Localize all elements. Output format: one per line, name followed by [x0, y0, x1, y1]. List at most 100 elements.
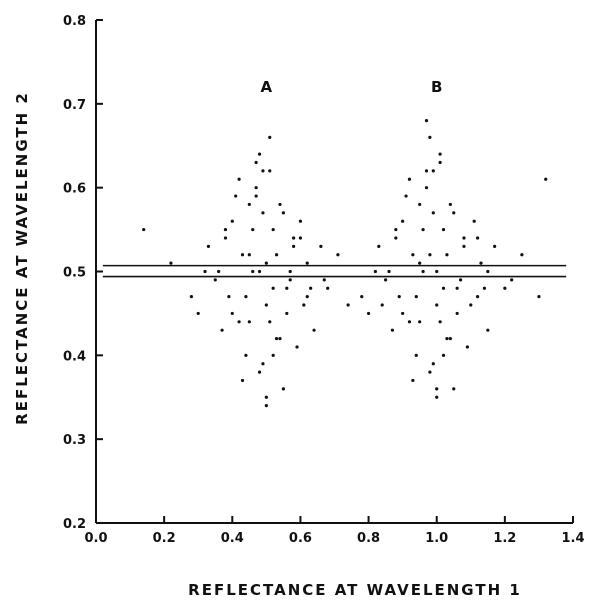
data-point-b [431, 211, 435, 215]
data-point-b [435, 387, 439, 391]
data-point-b [384, 278, 388, 282]
data-point-a [257, 269, 262, 274]
data-point-b [414, 353, 418, 357]
data-point-b [493, 244, 497, 248]
data-point-a [322, 278, 326, 282]
x-tick-label: 0.2 [153, 531, 176, 546]
data-point-a [312, 328, 316, 332]
x-tick-label: 0.8 [357, 531, 380, 546]
data-point-a [240, 253, 245, 257]
data-point-a [234, 194, 238, 198]
data-point-b [424, 186, 429, 190]
data-point-a [285, 311, 289, 316]
axes: 0.0 0.2 0.4 0.6 0.8 1.0 1.2 1.40.20.30.40.50.60… [63, 14, 585, 546]
data-point-a [264, 261, 268, 265]
data-point-b [428, 135, 432, 139]
data-point-b [387, 269, 391, 274]
data-point-a [247, 320, 251, 324]
data-point-b [544, 177, 548, 181]
data-point-b [486, 328, 490, 332]
data-point-b [510, 278, 514, 282]
data-point-a [189, 295, 193, 299]
data-point-b [431, 362, 435, 366]
cluster-label-b: B [431, 78, 442, 96]
data-point-b [377, 244, 381, 248]
data-point-a [251, 269, 255, 274]
data-point-b [394, 236, 398, 240]
data-point-a [206, 244, 211, 248]
data-point-a [298, 236, 303, 240]
data-point-a [302, 303, 306, 307]
data-point-a [268, 320, 272, 324]
data-point-a [278, 202, 282, 207]
data-point-a [319, 244, 323, 248]
reference-lines [102, 264, 567, 278]
data-point-b [465, 345, 469, 349]
data-point-a [244, 295, 248, 299]
data-point-b [424, 169, 429, 173]
y-axis-label: REFLECTANCE AT WAVELENGTH 2 [13, 91, 31, 425]
data-point-a [292, 236, 296, 240]
data-point-a [257, 152, 262, 156]
data-point-b [401, 311, 405, 316]
data-point-b [441, 286, 446, 290]
data-point-b [424, 119, 429, 123]
y-tick-label: 0.8 [63, 14, 86, 29]
x-tick-label: 0.6 [289, 531, 312, 546]
data-point-b [462, 244, 466, 248]
data-point-b [438, 160, 442, 165]
data-point-a [230, 311, 234, 316]
data-point-a [244, 353, 248, 357]
data-point-b [421, 227, 425, 232]
data-point-b [476, 236, 480, 240]
data-point-a [142, 227, 146, 232]
data-point-b [418, 320, 422, 324]
data-point-a [169, 261, 173, 265]
data-point-b [401, 219, 405, 223]
data-point-a [261, 211, 265, 215]
data-point-b [452, 387, 456, 391]
x-axis-label: REFLECTANCE AT WAVELENGTH 1 [188, 581, 522, 599]
data-point-a [288, 278, 292, 282]
data-point-a [264, 303, 268, 307]
data-point-b [441, 227, 446, 232]
data-point-b [418, 202, 422, 207]
data-point-a [281, 387, 285, 391]
data-point-b [435, 395, 439, 399]
data-point-a [203, 269, 207, 274]
chart-labels: REFLECTANCE AT WAVELENGTH 1 REFLECTANCE … [13, 78, 522, 599]
data-point-a [295, 345, 299, 349]
data-point-b [435, 269, 439, 274]
data-point-b [431, 169, 435, 173]
data-point-a [220, 328, 224, 332]
data-point-b [469, 303, 473, 307]
data-point-a [247, 202, 251, 207]
data-point-b [435, 303, 439, 307]
data-point-b [428, 253, 432, 257]
data-point-b [373, 269, 377, 274]
data-point-a [271, 227, 275, 232]
data-point-b [428, 370, 432, 374]
data-point-a [281, 211, 285, 215]
data-point-b [441, 353, 446, 357]
data-point-a [196, 311, 200, 316]
y-tick-label: 0.4 [63, 349, 86, 364]
data-point-a [288, 269, 292, 274]
data-point-a [264, 404, 268, 408]
data-point-a [278, 336, 282, 341]
x-tick-label: 1.4 [561, 531, 584, 546]
x-tick-label: 0.4 [221, 531, 244, 546]
cluster-label-a: A [261, 78, 273, 96]
data-point-a [346, 303, 350, 307]
data-point-b [404, 194, 408, 198]
data-point-a [237, 177, 241, 181]
data-point-a [271, 286, 275, 290]
data-point-a [254, 194, 258, 198]
data-point-a [305, 261, 309, 265]
data-point-a [254, 186, 258, 190]
y-tick-label: 0.3 [63, 433, 86, 448]
data-point-a [223, 227, 228, 232]
data-point-a [264, 395, 268, 399]
data-point-b [503, 286, 507, 290]
data-point-b [366, 311, 371, 316]
